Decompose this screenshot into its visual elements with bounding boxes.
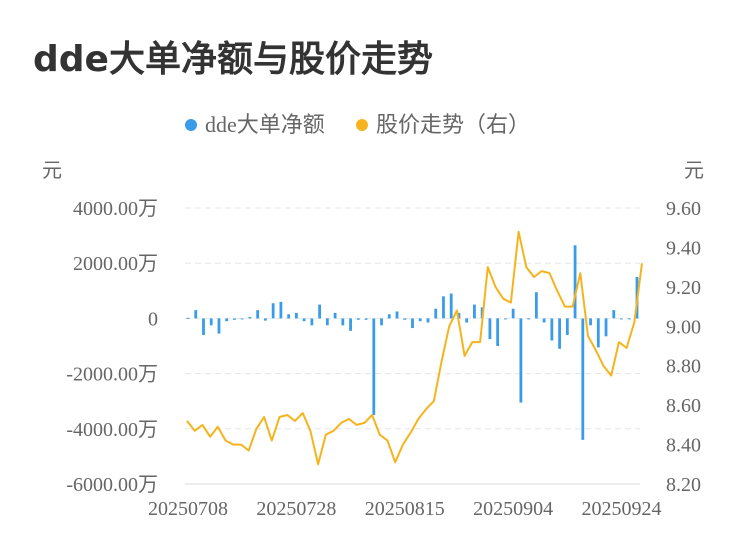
dde-bar xyxy=(356,318,360,320)
left-tick-label: -6000.00万 xyxy=(66,474,158,496)
price-line xyxy=(186,230,643,466)
dde-bar xyxy=(225,318,229,322)
left-tick-label: 4000.00万 xyxy=(73,198,158,220)
dde-bar xyxy=(581,318,585,440)
dde-bar xyxy=(442,296,445,319)
dde-bar xyxy=(395,311,399,319)
dde-bar xyxy=(325,318,329,326)
right-tick-label: 8.80 xyxy=(666,356,701,378)
dde-bar xyxy=(318,304,322,319)
dde-bar xyxy=(457,312,461,319)
dde-bar xyxy=(217,318,221,334)
dde-bar xyxy=(488,318,492,340)
right-axis-unit: 元 xyxy=(684,160,704,182)
legend-marker-dde xyxy=(185,119,197,131)
x-tick-label: 20250815 xyxy=(365,498,445,520)
dde-bar xyxy=(294,312,298,319)
dde-bar xyxy=(589,318,592,326)
dde-bar xyxy=(519,318,523,403)
legend-label-price: 股价走势（右） xyxy=(376,112,530,137)
dde-bar xyxy=(565,318,569,335)
dde-bar xyxy=(202,318,205,335)
dde-bar xyxy=(387,314,391,319)
dde-bar xyxy=(209,318,213,326)
dde-bar xyxy=(612,310,616,319)
dde-bar xyxy=(434,308,438,319)
dde-bar xyxy=(271,303,275,319)
dde-bar xyxy=(279,301,283,319)
dde-bar xyxy=(372,318,376,415)
x-tick-label: 20250728 xyxy=(256,498,336,520)
left-tick-label: -4000.00万 xyxy=(66,419,158,441)
right-tick-label: 8.40 xyxy=(666,435,701,457)
dde-bar xyxy=(604,318,608,337)
dde-bar xyxy=(302,318,306,322)
dde-bar xyxy=(511,308,515,319)
right-tick-label: 9.40 xyxy=(666,237,701,259)
dde-bar xyxy=(256,310,260,319)
dde-bar xyxy=(233,318,236,320)
dde-bar xyxy=(449,293,453,319)
dde-bar xyxy=(240,318,244,320)
dde-bar xyxy=(426,318,430,323)
dde-bar xyxy=(418,318,422,322)
right-tick-label: 8.20 xyxy=(666,474,701,496)
dde-bar xyxy=(186,317,190,319)
dde-bar xyxy=(264,318,267,321)
legend-marker-price xyxy=(356,119,368,131)
x-tick-label: 20250924 xyxy=(582,498,662,520)
dde-bar xyxy=(620,318,623,320)
dde-bar xyxy=(380,318,383,326)
dde-bar xyxy=(542,318,546,323)
dde-bar xyxy=(310,318,314,326)
dde-bar xyxy=(411,318,414,329)
legend-label-dde: dde大单净额 xyxy=(205,112,325,137)
dde-bar xyxy=(534,292,538,319)
dde-bar xyxy=(287,314,291,319)
dde-bar xyxy=(349,318,352,331)
right-tick-label: 9.20 xyxy=(666,277,701,299)
left-tick-label: 2000.00万 xyxy=(73,253,158,275)
dde-bar xyxy=(364,318,368,320)
dde-bar xyxy=(596,318,600,348)
dde-bar xyxy=(465,318,469,323)
chart-title: dde大单净额与股价走势 xyxy=(33,39,433,80)
left-tick-label: -2000.00万 xyxy=(66,364,158,386)
left-axis-unit: 元 xyxy=(42,160,62,182)
dde-bar xyxy=(503,318,507,320)
dde-bar xyxy=(550,318,554,341)
dde-bar xyxy=(403,318,407,320)
dde-bar xyxy=(627,318,631,320)
dde-bar xyxy=(248,317,252,319)
dde-bar xyxy=(573,245,577,319)
right-tick-label: 9.60 xyxy=(666,198,701,220)
dde-bar xyxy=(558,318,561,349)
right-tick-label: 9.00 xyxy=(666,316,701,338)
x-tick-label: 20250904 xyxy=(473,498,553,520)
dde-bar xyxy=(473,304,476,319)
right-tick-label: 8.60 xyxy=(666,395,701,417)
dde-bar xyxy=(194,310,198,319)
dde-bar xyxy=(333,312,337,319)
dde-bar xyxy=(527,318,531,320)
left-tick-label: 0 xyxy=(148,308,158,330)
x-tick-label: 20250708 xyxy=(148,498,228,520)
dde-bar xyxy=(341,318,345,326)
dde-bar xyxy=(496,318,500,346)
